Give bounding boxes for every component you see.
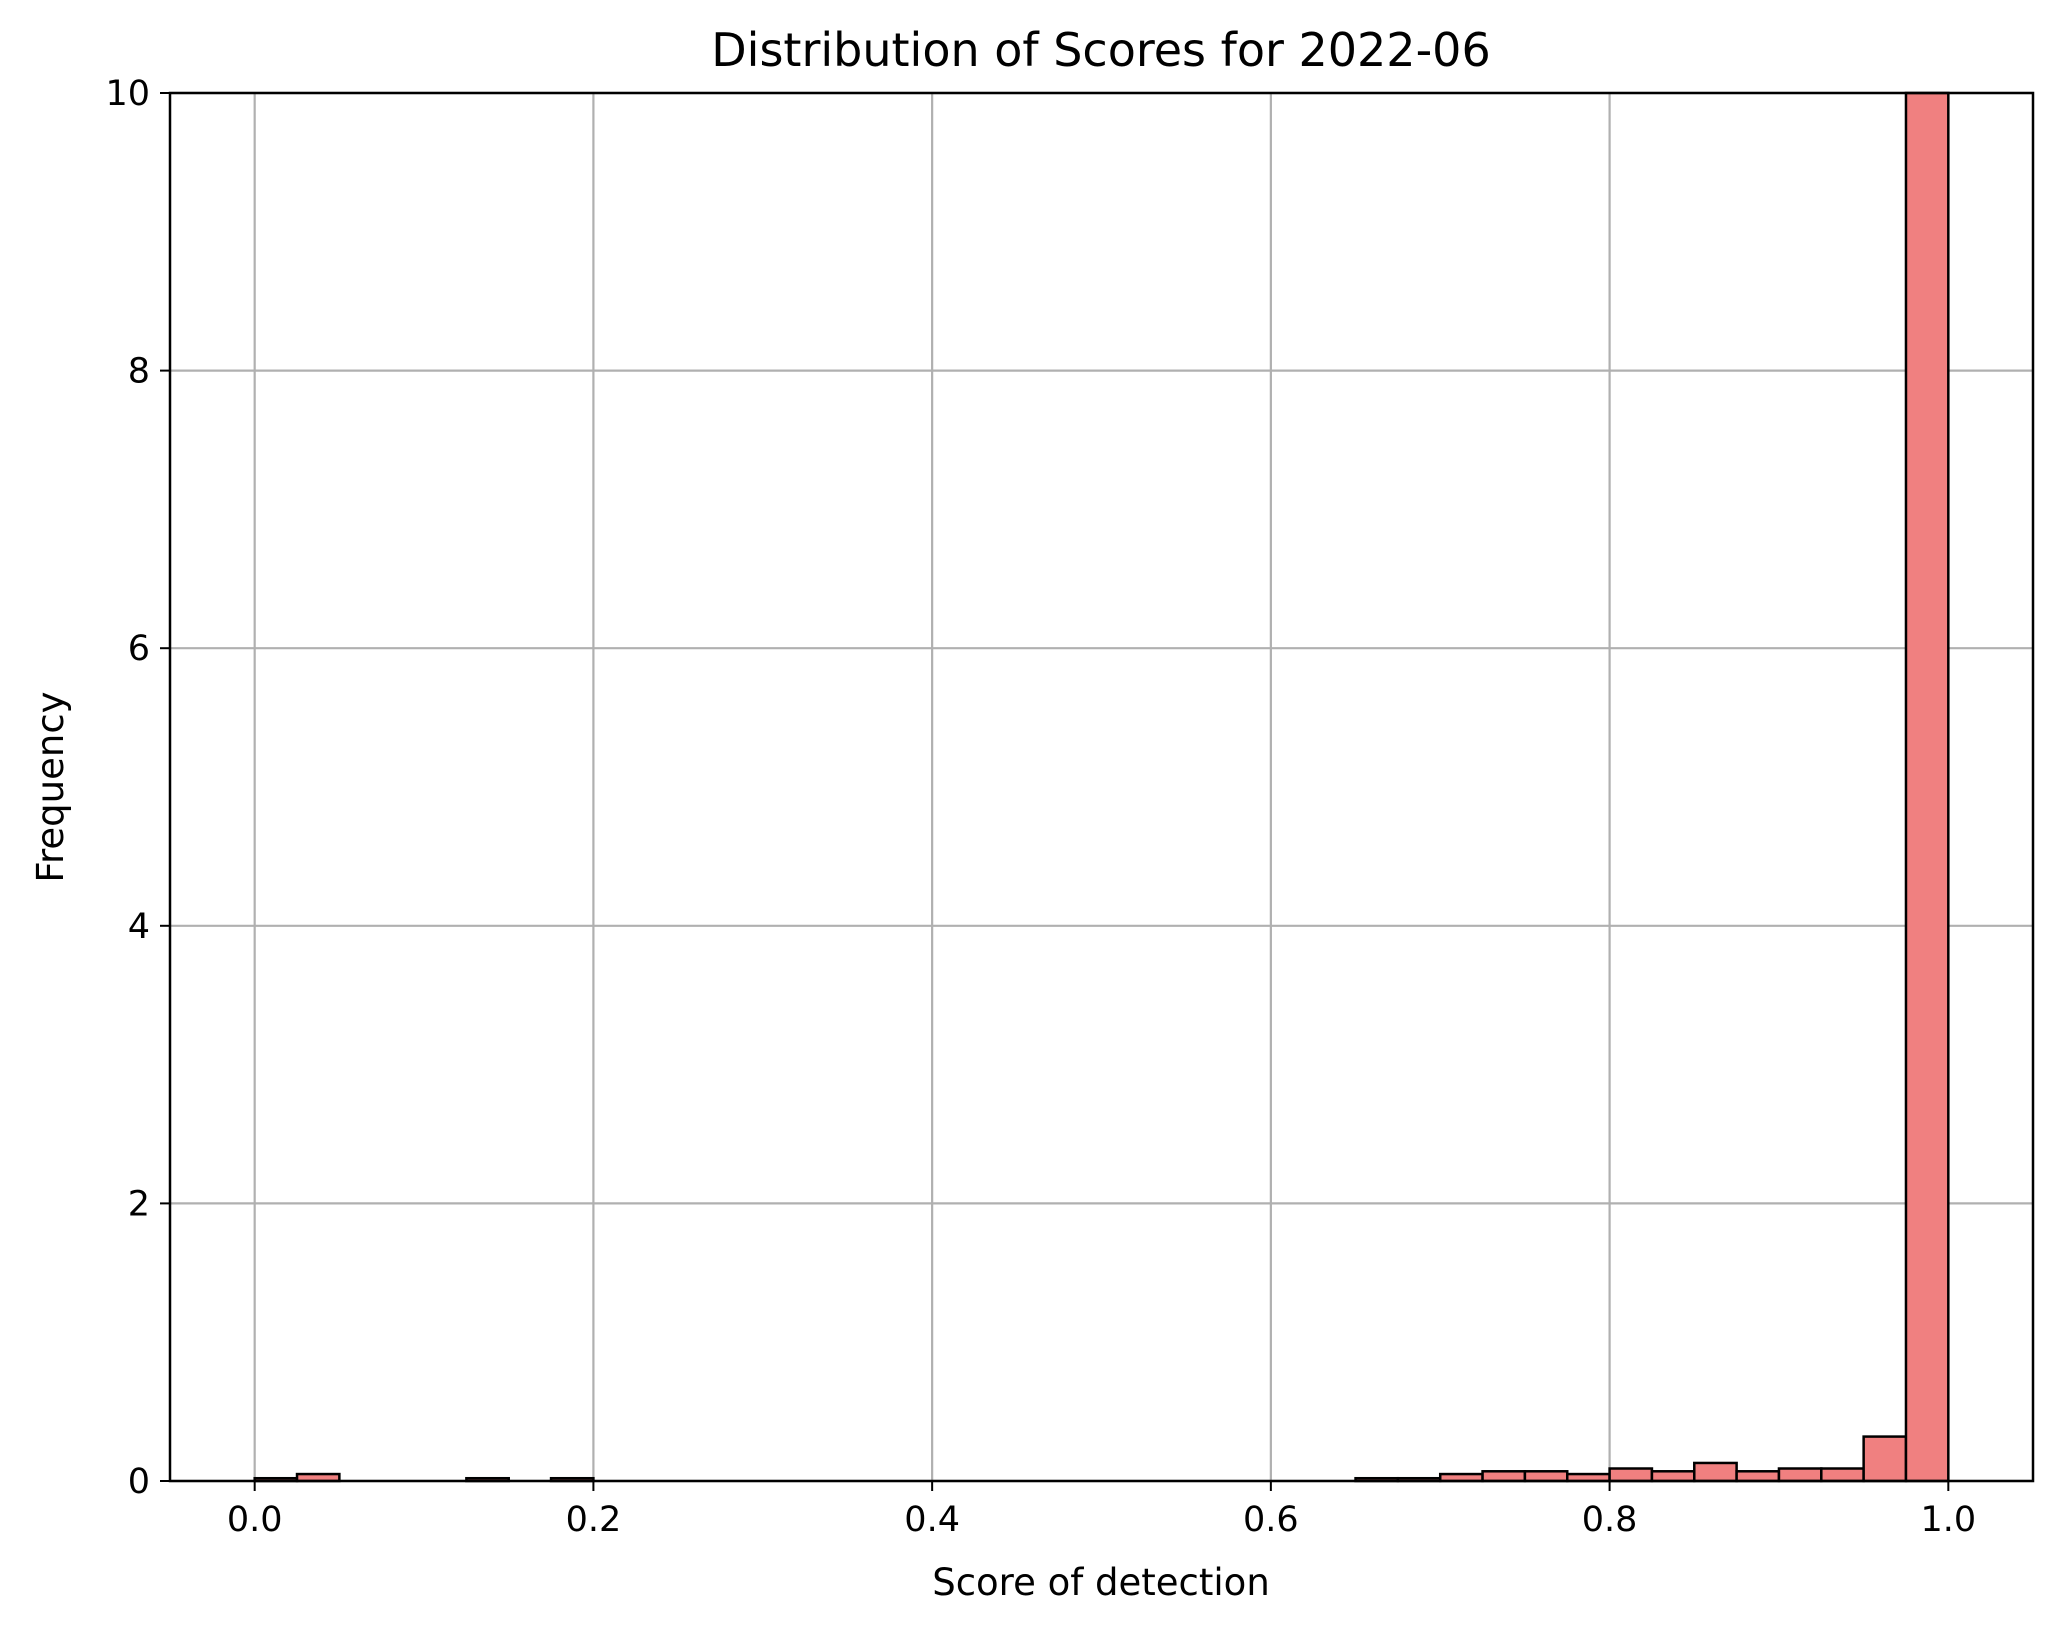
histogram-bars bbox=[253, 91, 1950, 1483]
x-tick-label-0: 0.0 bbox=[227, 1500, 283, 1540]
y-tick-label-4: 8 bbox=[128, 352, 150, 392]
plot-frame bbox=[168, 91, 2035, 1483]
y-axis-ticks: 0 2 4 6 8 10 bbox=[105, 74, 170, 1502]
chart-title: Distribution of Scores for 2022-06 bbox=[711, 23, 1490, 77]
histogram-bar-39 bbox=[1904, 91, 1950, 1483]
histogram-bar-30 bbox=[1523, 1470, 1569, 1483]
histogram-bar-36 bbox=[1777, 1467, 1823, 1483]
histogram-bar-38 bbox=[1862, 1435, 1908, 1483]
histogram-bar-29 bbox=[1481, 1470, 1527, 1483]
y-tick-label-2: 4 bbox=[128, 907, 150, 947]
x-tick-label-4: 0.8 bbox=[1582, 1500, 1638, 1540]
histogram-bar-32 bbox=[1608, 1467, 1654, 1483]
histogram-bar-34 bbox=[1693, 1461, 1738, 1483]
y-tick-label-1: 2 bbox=[128, 1184, 150, 1224]
histogram-bar-37 bbox=[1820, 1467, 1865, 1483]
histogram-bar-35 bbox=[1735, 1470, 1781, 1483]
x-tick-label-2: 0.4 bbox=[904, 1500, 960, 1540]
histogram-bar-33 bbox=[1650, 1470, 1696, 1483]
x-tick-label-1: 0.2 bbox=[566, 1500, 622, 1540]
x-axis-label: Score of detection bbox=[932, 1561, 1270, 1604]
y-tick-label-5: 10 bbox=[105, 74, 150, 114]
y-axis-label: Frequency bbox=[29, 691, 72, 882]
x-tick-label-5: 1.0 bbox=[1920, 1500, 1976, 1540]
x-axis-ticks: 0.0 0.2 0.4 0.6 0.8 1.0 bbox=[227, 1481, 1976, 1540]
x-tick-label-3: 0.6 bbox=[1243, 1500, 1299, 1540]
y-tick-label-3: 6 bbox=[128, 629, 150, 669]
y-tick-label-0: 0 bbox=[128, 1462, 150, 1502]
